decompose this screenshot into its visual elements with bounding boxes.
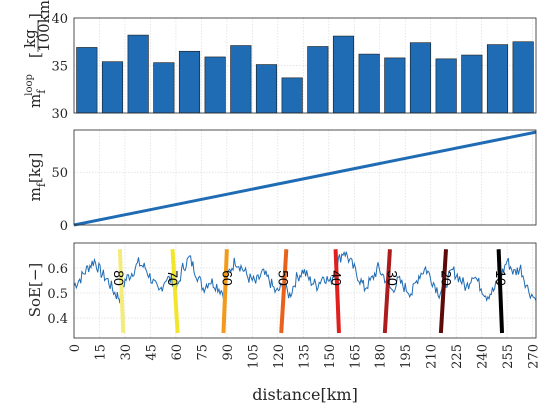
bar-ylabel-sup: loop <box>24 74 35 96</box>
soe-marker-line <box>382 249 392 334</box>
svg-text:mf[kg]: mf[kg] <box>26 153 48 202</box>
cum-ylabel-main: m <box>26 187 44 201</box>
bar-panel-frame <box>73 17 537 114</box>
svg-text:]: ] <box>26 13 44 19</box>
x-tick-label: 90 <box>221 344 236 361</box>
soe-marker-line <box>221 249 229 334</box>
bar-ylabel-unit-den: 100km <box>35 0 53 52</box>
soe-markers: 80 70 60 50 40 30 20 10 <box>111 249 509 334</box>
x-tick-label: 120 <box>272 344 287 369</box>
x-tick-label: 180 <box>374 344 389 369</box>
bar <box>281 77 303 114</box>
cumulative-fuel-line <box>73 130 537 227</box>
bar <box>127 34 149 114</box>
x-tick-label: 210 <box>425 344 440 369</box>
tick-labels: 30 35 40 0 50 0.4 0.5 0.6 0 15 30 45 60 75 90 105 120 135… <box>47 12 541 369</box>
grid-lines <box>73 17 536 338</box>
soe-marker-line <box>117 249 126 334</box>
cumulative-y-axis-label: mf[kg] <box>26 153 48 202</box>
soe-marker-label: 80 <box>111 270 127 286</box>
bar-ylabel-unit-num: kg <box>21 29 39 48</box>
x-tick-label: 240 <box>476 344 491 369</box>
x-tick-label: 105 <box>246 344 261 369</box>
bar-ylabel-main: m <box>26 94 44 108</box>
svg-text:[: [ <box>26 52 44 58</box>
y-tick-label: 40 <box>51 12 68 27</box>
soe-marker-label: 50 <box>276 270 292 286</box>
x-tick-label: 15 <box>93 344 108 361</box>
bar <box>230 45 252 114</box>
y-tick-label: 0.4 <box>47 312 68 327</box>
soe-marker-label: 30 <box>384 270 400 286</box>
x-tick-label: 270 <box>527 344 542 369</box>
bar-y-axis-label: mfloop [ kg 100km ] <box>21 0 53 108</box>
soe-y-axis-label: SoE[−] <box>26 263 44 318</box>
x-tick-label: 45 <box>144 344 159 361</box>
soe-trace <box>73 250 537 304</box>
soe-marker-label: 70 <box>165 270 181 286</box>
y-tick-label: 0.6 <box>47 262 68 277</box>
y-tick-label: 0.5 <box>47 287 68 302</box>
bar <box>512 41 534 114</box>
soe-panel-frame <box>73 242 537 339</box>
bar <box>435 58 457 114</box>
cumulative-fuel-series <box>73 130 537 227</box>
soe-marker-line <box>496 249 505 334</box>
x-tick-label: 225 <box>450 344 465 369</box>
svg-text:mfloop: mfloop <box>24 74 48 108</box>
soe-marker-line <box>333 249 341 334</box>
x-tick-label: 165 <box>348 344 363 369</box>
soe-marker-label: 10 <box>493 270 509 286</box>
y-tick-label: 35 <box>51 60 68 75</box>
bar <box>307 46 329 114</box>
x-tick-label: 135 <box>297 344 312 369</box>
bar <box>486 44 509 114</box>
x-tick-label: 30 <box>119 344 134 361</box>
bars <box>76 34 534 114</box>
x-tick-label: 60 <box>170 344 185 361</box>
cumulative-panel-frame <box>73 129 537 226</box>
bar <box>409 42 432 114</box>
y-tick-label: 0 <box>60 219 68 234</box>
x-tick-label: 150 <box>323 344 338 369</box>
bar <box>153 62 175 114</box>
soe-marker-line <box>279 249 289 334</box>
x-axis-label: distance[km] <box>252 385 358 404</box>
bar <box>178 50 201 114</box>
soe-marker-label: 60 <box>220 270 236 286</box>
cum-ylabel-sub: f <box>35 182 48 187</box>
cum-ylabel-unit: [kg] <box>26 153 44 183</box>
bar <box>332 35 355 114</box>
x-tick-label: 0 <box>68 344 83 352</box>
y-tick-label: 30 <box>51 107 68 122</box>
bar-ylabel-sub: f <box>35 89 48 94</box>
bar <box>358 53 380 114</box>
bar <box>384 57 406 114</box>
bar <box>76 47 98 114</box>
x-tick-label: 195 <box>399 344 414 369</box>
x-tick-label: 75 <box>195 344 210 361</box>
soe-series <box>73 250 537 304</box>
x-tick-label: 255 <box>501 344 516 369</box>
soe-marker-line <box>438 249 448 334</box>
bar <box>204 56 226 114</box>
bar <box>101 61 124 114</box>
y-tick-label: 50 <box>51 166 68 181</box>
soe-panel-background <box>74 243 536 338</box>
bar <box>255 64 278 114</box>
soe-marker-label: 20 <box>439 270 455 286</box>
soe-ylabel: SoE[−] <box>26 263 44 318</box>
bar <box>461 54 483 114</box>
soe-marker-line <box>170 249 180 334</box>
soe-marker-label: 40 <box>328 270 344 286</box>
